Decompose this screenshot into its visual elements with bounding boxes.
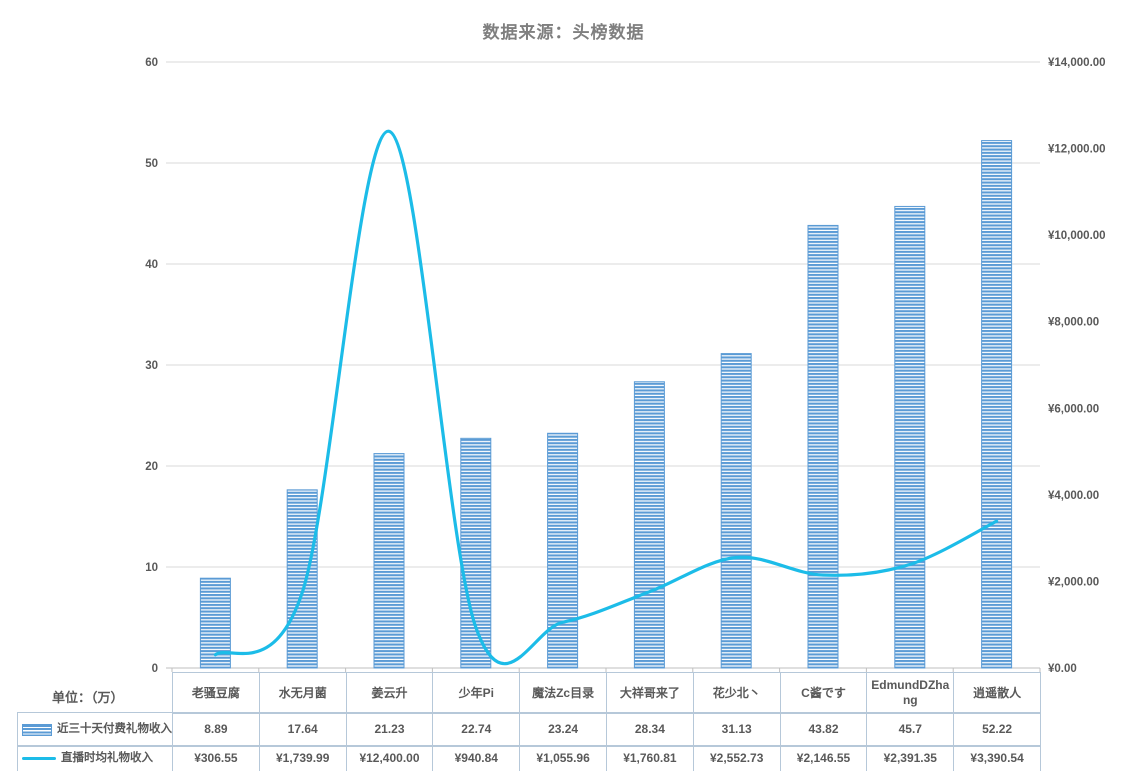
table-cell-0-9: 52.22 [953, 712, 1041, 747]
series-name: 直播时均礼物收入 [61, 752, 153, 765]
right-axis-tick-label: ¥14,000.00 [1048, 57, 1106, 69]
table-cell-0-0: 8.89 [172, 712, 260, 747]
right-axis-tick-label: ¥6,000.00 [1048, 403, 1099, 415]
bar-9 [981, 140, 1013, 669]
left-axis-tick-label: 10 [145, 562, 158, 574]
table-cell-0-4: 23.24 [519, 712, 607, 747]
table-cell-0-6: 31.13 [692, 712, 781, 747]
line-series [213, 129, 999, 666]
bar-5 [633, 381, 665, 669]
legend-item-bars: 近三十天付费礼物收入 [17, 712, 173, 747]
table-header-3: 少年Pi [432, 672, 521, 714]
line-series-key-icon [22, 756, 56, 761]
bar-2 [373, 453, 405, 669]
table-cell-1-7: ¥2,146.55 [779, 745, 868, 771]
series-name: 近三十天付费礼物收入 [57, 723, 172, 736]
left-axis-tick-label: 60 [145, 57, 158, 69]
table-header-6: 花少北丶 [692, 672, 781, 714]
left-axis-tick-label: 50 [145, 158, 158, 170]
unit-label: 单位：（万） [52, 690, 124, 705]
table-cell-1-8: ¥2,391.35 [866, 745, 955, 771]
legend-item-line: 直播时均礼物收入 [17, 745, 173, 771]
table-cell-1-9: ¥3,390.54 [953, 745, 1041, 771]
bar-4 [547, 432, 579, 669]
table-cell-0-5: 28.34 [606, 712, 694, 747]
right-axis-tick-label: ¥8,000.00 [1048, 317, 1099, 329]
left-axis-tick-label: 40 [145, 259, 158, 271]
table-header-0: 老骚豆腐 [172, 672, 260, 714]
table-header-9: 逍遥散人 [953, 672, 1041, 714]
table-cell-0-3: 22.74 [432, 712, 521, 747]
bar-1 [286, 489, 318, 669]
table-header-1: 水无月菌 [258, 672, 347, 714]
table-header-4: 魔法Zc目录 [519, 672, 607, 714]
table-cell-0-8: 45.7 [866, 712, 955, 747]
right-axis-tick-label: ¥0.00 [1048, 663, 1077, 675]
table-cell-0-2: 21.23 [345, 712, 434, 747]
right-axis-tick-label: ¥10,000.00 [1048, 230, 1106, 242]
right-axis-tick-label: ¥4,000.00 [1048, 490, 1099, 502]
table-cell-1-1: ¥1,739.99 [258, 745, 347, 771]
table-cell-1-5: ¥1,760.81 [606, 745, 694, 771]
table-header-8: EdmundDZhang [866, 672, 955, 714]
table-cell-1-2: ¥12,400.00 [345, 745, 434, 771]
bar-7 [807, 224, 839, 669]
table-cell-1-4: ¥1,055.96 [519, 745, 607, 771]
bar-3 [460, 437, 492, 669]
bar-8 [894, 205, 926, 669]
left-axis-tick-label: 20 [145, 461, 158, 473]
table-header-5: 大祥哥来了 [606, 672, 694, 714]
table-cell-1-0: ¥306.55 [172, 745, 260, 771]
bar-series-key-icon [22, 723, 52, 736]
table-header-7: C酱です [779, 672, 868, 714]
table-cell-0-1: 17.64 [258, 712, 347, 747]
left-axis-tick-label: 30 [145, 360, 158, 372]
bar-6 [720, 353, 752, 669]
table-cell-1-3: ¥940.84 [432, 745, 521, 771]
right-axis-tick-label: ¥12,000.00 [1048, 144, 1106, 156]
chart-title: 数据来源：头榜数据 [482, 23, 645, 42]
table-header-2: 姜云升 [345, 672, 434, 714]
left-axis-tick-label: 0 [152, 663, 158, 675]
table-cell-1-6: ¥2,552.73 [692, 745, 781, 771]
table-cell-0-7: 43.82 [779, 712, 868, 747]
right-axis-tick-label: ¥2,000.00 [1048, 576, 1099, 588]
